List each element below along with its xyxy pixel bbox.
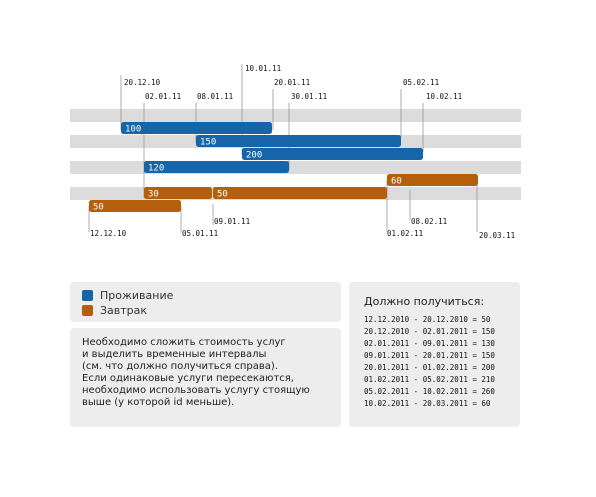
result-line: 10.02.2011 - 20.03.2011 = 60: [364, 399, 491, 408]
interval-bar-breakfast: [387, 174, 478, 186]
interval-value-label: 200: [246, 151, 262, 161]
interval-value-label: 50: [217, 190, 228, 200]
legend-item-breakfast: Завтрак: [82, 303, 147, 317]
legend-label-breakfast: Завтрак: [100, 303, 148, 317]
breakfast-swatch: [82, 304, 93, 316]
top-date-label: 30.01.11: [291, 92, 327, 101]
interval-value-label: 60: [391, 177, 402, 187]
description-line: Если одинаковые услуги пересекаются,: [82, 373, 294, 384]
bottom-date-label: 08.02.11: [411, 217, 447, 226]
legend-label-accommodation: Проживание: [100, 288, 174, 302]
interval-value-label: 30: [148, 190, 159, 200]
result-line: 20.12.2010 - 02.01.2011 = 150: [364, 327, 495, 336]
description-panel: Необходимо сложить стоимость услуг и выд…: [70, 328, 341, 427]
interval-bar-accommodation: [121, 122, 272, 134]
bottom-date-label: 01.02.11: [387, 229, 423, 238]
interval-bar-breakfast: [89, 200, 181, 212]
legend-item-accommodation: Проживание: [82, 288, 173, 302]
top-date-label: 02.01.11: [145, 92, 181, 101]
row-stripe: [70, 109, 521, 122]
top-date-label: 08.01.11: [197, 92, 233, 101]
interval-bar-accommodation: [144, 161, 289, 173]
top-date-label: 05.02.11: [403, 78, 439, 87]
interval-bar-breakfast: [213, 187, 387, 199]
bottom-date-label: 20.03.11: [479, 231, 515, 240]
description-line: выше (у которой id меньше).: [82, 397, 235, 408]
legend-panel: Проживание Завтрак: [70, 282, 341, 322]
result-line: 09.01.2011 - 20.01.2011 = 150: [364, 351, 495, 360]
accommodation-swatch: [82, 289, 93, 301]
top-date-label: 10.02.11: [426, 92, 462, 101]
description-line: необходимо использовать услугу стоящую: [82, 385, 310, 396]
result-title: Должно получиться:: [364, 295, 485, 308]
result-line: 01.02.2011 - 05.02.2011 = 210: [364, 375, 495, 384]
bottom-date-label: 05.01.11: [182, 229, 218, 238]
top-date-label: 20.01.11: [274, 78, 310, 87]
top-date-label: 10.01.11: [245, 64, 281, 73]
interval-value-label: 100: [125, 125, 141, 135]
row-stripe: [70, 161, 521, 174]
result-line: 12.12.2010 - 20.12.2010 = 50: [364, 315, 491, 324]
interval-bar-accommodation: [196, 135, 401, 147]
interval-value-label: 120: [148, 164, 164, 174]
description-line: Необходимо сложить стоимость услуг: [82, 337, 286, 348]
result-panel: Должно получиться: 12.12.2010 - 20.12.20…: [349, 282, 520, 427]
interval-bar-accommodation: [242, 148, 423, 160]
result-line: 02.01.2011 - 09.01.2011 = 130: [364, 339, 495, 348]
bottom-date-label: 12.12.10: [90, 229, 127, 238]
result-line: 05.02.2011 - 10.02.2011 = 260: [364, 387, 495, 396]
result-line: 20.01.2011 - 01.02.2011 = 200: [364, 363, 495, 372]
interval-value-label: 150: [200, 138, 216, 148]
description-line: и выделить временные интервалы: [82, 349, 267, 360]
bottom-date-label: 09.01.11: [214, 217, 250, 226]
top-date-label: 20.12.10: [124, 78, 161, 87]
timeline-chart: 100 150 200 120 60 30 50 50 10.01.11 20.12.10 20.0…: [70, 64, 521, 240]
interval-value-label: 50: [93, 203, 104, 213]
interval-bar-breakfast: [144, 187, 212, 199]
description-line: (см. что должно получиться справа).: [82, 361, 278, 372]
